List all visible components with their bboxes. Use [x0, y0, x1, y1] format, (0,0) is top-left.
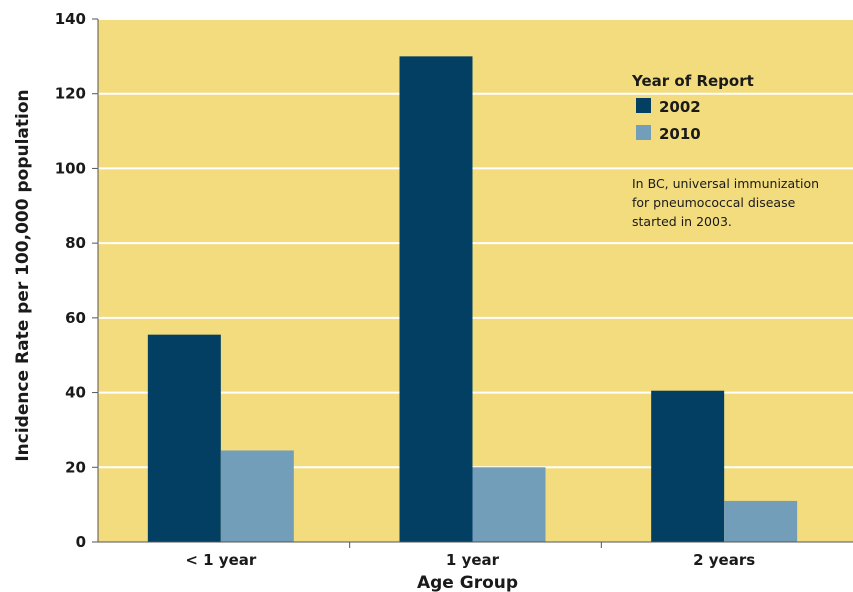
- bar: [472, 467, 546, 542]
- bar: [220, 450, 294, 542]
- y-tick-label: 100: [55, 159, 86, 177]
- y-axis-title: Incidence Rate per 100,000 population: [13, 89, 33, 461]
- x-axis-title: Age Group: [417, 573, 518, 592]
- bar: [147, 334, 221, 542]
- y-tick-label: 80: [65, 234, 86, 252]
- y-tick-label: 40: [65, 384, 86, 402]
- bar: [399, 56, 473, 542]
- annotation-line: for pneumococcal disease: [632, 195, 796, 210]
- annotation-line: started in 2003.: [632, 214, 732, 229]
- bar: [724, 500, 798, 542]
- y-tick-labels: 0 20 40 60 80 100 120 140: [55, 10, 86, 551]
- x-tick-labels: < 1 year 1 year 2 years: [185, 551, 755, 569]
- legend-swatch: [636, 98, 651, 113]
- legend-label: 2002: [659, 98, 701, 116]
- legend-label: 2010: [659, 125, 701, 143]
- annotation-note: In BC, universal immunization for pneumo…: [632, 176, 823, 229]
- axes: [92, 18, 853, 548]
- legend-title: Year of Report: [631, 72, 754, 90]
- x-tick-label: 1 year: [446, 551, 500, 569]
- y-tick-label: 140: [55, 10, 86, 28]
- legend-swatch: [636, 125, 651, 140]
- annotation-line: In BC, universal immunization: [632, 176, 819, 191]
- legend: Year of Report 2002 2010: [631, 72, 754, 143]
- y-tick-label: 20: [65, 458, 86, 476]
- x-tick-label: 2 years: [693, 551, 755, 569]
- bars: [147, 56, 798, 542]
- bar: [651, 390, 725, 542]
- y-tick-label: 0: [76, 533, 86, 551]
- y-tick-label: 60: [65, 309, 86, 327]
- x-tick-label: < 1 year: [185, 551, 257, 569]
- y-tick-label: 120: [55, 85, 86, 103]
